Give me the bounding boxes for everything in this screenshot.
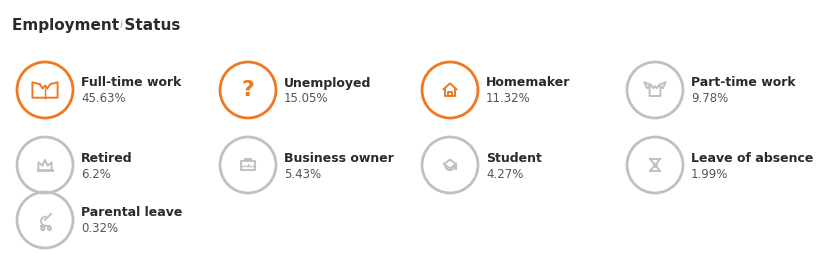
Text: 6.2%: 6.2%: [81, 167, 110, 181]
Text: Student: Student: [486, 151, 541, 165]
Text: 0.32%: 0.32%: [81, 223, 118, 235]
Text: ?: ?: [242, 80, 254, 100]
Text: 15.05%: 15.05%: [283, 92, 328, 105]
Text: i: i: [120, 20, 123, 30]
Text: 5.43%: 5.43%: [283, 167, 321, 181]
Text: Full-time work: Full-time work: [81, 76, 181, 89]
Text: Parental leave: Parental leave: [81, 207, 182, 219]
Text: 45.63%: 45.63%: [81, 92, 125, 105]
Text: Unemployed: Unemployed: [283, 76, 371, 89]
Text: Business owner: Business owner: [283, 151, 394, 165]
Text: Leave of absence: Leave of absence: [691, 151, 813, 165]
Text: Part-time work: Part-time work: [691, 76, 795, 89]
Text: 1.99%: 1.99%: [691, 167, 727, 181]
Text: Retired: Retired: [81, 151, 132, 165]
Text: 11.32%: 11.32%: [486, 92, 530, 105]
Text: Homemaker: Homemaker: [486, 76, 569, 89]
Text: Employment Status: Employment Status: [12, 18, 181, 33]
Text: 4.27%: 4.27%: [486, 167, 522, 181]
Text: 9.78%: 9.78%: [691, 92, 727, 105]
